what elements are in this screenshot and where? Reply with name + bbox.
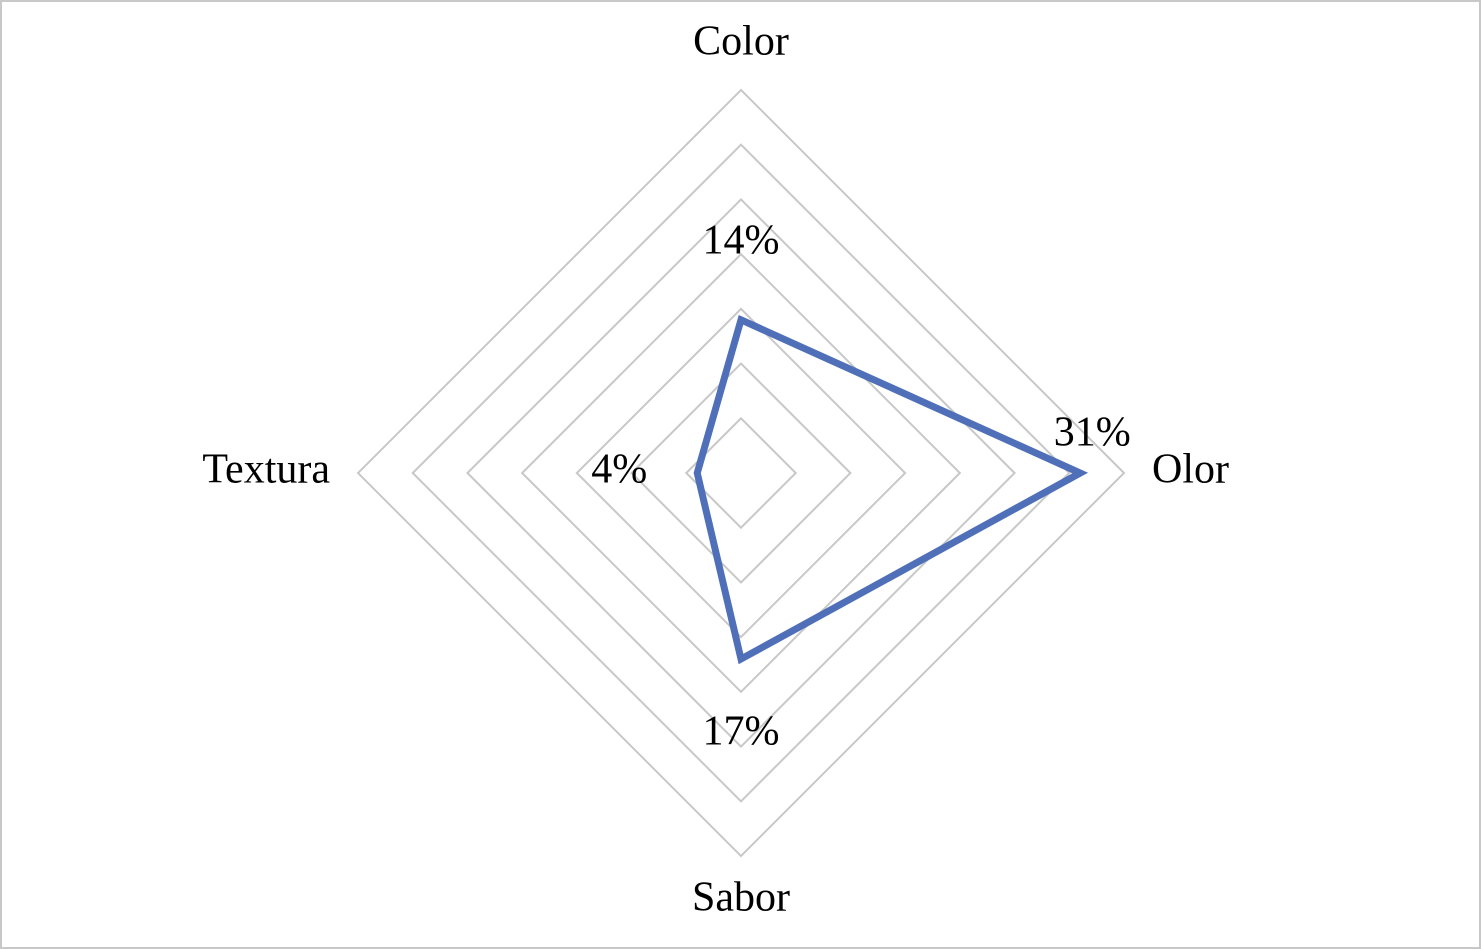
category-label: Sabor	[692, 875, 790, 921]
category-label: Olor	[1152, 447, 1229, 493]
data-label: 4%	[591, 447, 647, 493]
category-label: Color	[693, 19, 789, 65]
grid-ring	[520, 252, 962, 694]
grid-ring	[630, 362, 852, 584]
data-label: 17%	[703, 709, 780, 755]
grid-ring	[411, 143, 1071, 803]
series-line	[693, 314, 1089, 665]
grid-ring	[356, 88, 1126, 858]
grid-ring	[466, 198, 1016, 748]
category-label: Textura	[202, 447, 330, 493]
grid-ring	[575, 307, 907, 639]
data-label: 31%	[1054, 410, 1131, 456]
data-label: 14%	[703, 217, 780, 263]
